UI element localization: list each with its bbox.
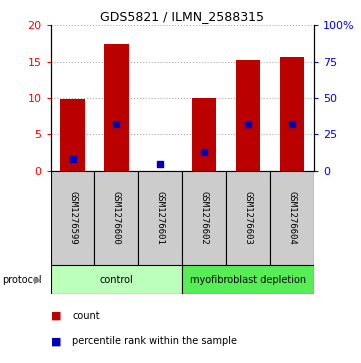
Text: percentile rank within the sample: percentile rank within the sample xyxy=(72,336,237,346)
Text: GSM1276604: GSM1276604 xyxy=(288,191,297,245)
Bar xyxy=(182,265,314,294)
Text: ■: ■ xyxy=(51,336,61,346)
Text: GSM1276599: GSM1276599 xyxy=(68,191,77,245)
Text: GSM1276601: GSM1276601 xyxy=(156,191,165,245)
Point xyxy=(289,121,295,127)
Text: control: control xyxy=(100,274,133,285)
Point xyxy=(70,156,75,162)
Point xyxy=(201,150,207,155)
Bar xyxy=(95,171,138,265)
Title: GDS5821 / ILMN_2588315: GDS5821 / ILMN_2588315 xyxy=(100,10,264,23)
Text: count: count xyxy=(72,311,100,321)
Point xyxy=(113,121,119,127)
Bar xyxy=(51,171,95,265)
Bar xyxy=(236,60,260,171)
Text: protocol: protocol xyxy=(2,274,42,285)
Text: GSM1276600: GSM1276600 xyxy=(112,191,121,245)
Bar xyxy=(270,171,314,265)
Text: ▶: ▶ xyxy=(34,274,42,285)
Bar xyxy=(60,99,84,171)
Point xyxy=(157,161,163,167)
Bar xyxy=(182,171,226,265)
Point xyxy=(245,121,251,127)
Text: ■: ■ xyxy=(51,311,61,321)
Text: GSM1276603: GSM1276603 xyxy=(244,191,253,245)
Bar xyxy=(280,57,304,171)
Bar xyxy=(104,44,129,171)
Bar xyxy=(51,265,182,294)
Text: GSM1276602: GSM1276602 xyxy=(200,191,209,245)
Bar xyxy=(138,171,182,265)
Text: myofibroblast depletion: myofibroblast depletion xyxy=(190,274,306,285)
Bar xyxy=(192,98,216,171)
Bar xyxy=(226,171,270,265)
